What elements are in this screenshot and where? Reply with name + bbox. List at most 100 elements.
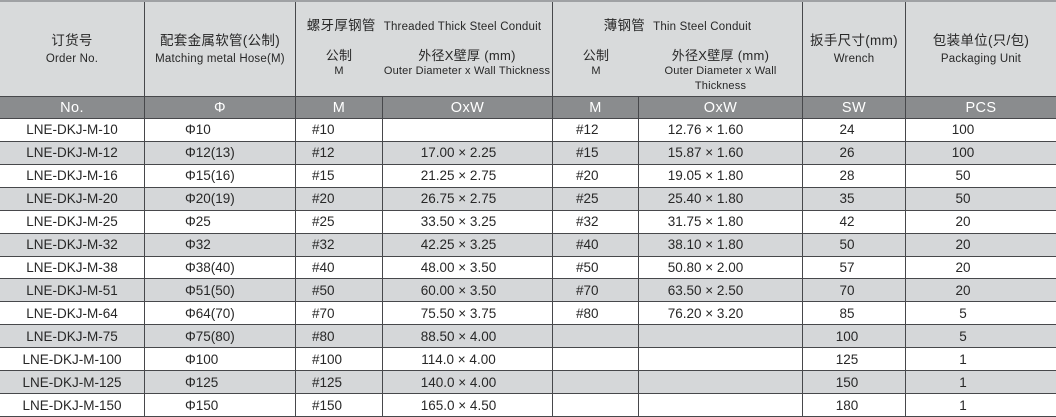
table-row: LNE-DKJ-M-38 Φ38(40) #40 48.00 × 3.50 #50 50.… <box>0 256 1056 280</box>
table-row: LNE-DKJ-M-16 Φ15(16) #15 21.25 × 2.75 #20 19.… <box>0 164 1056 188</box>
table-cell: #32 <box>552 210 638 233</box>
table-cell: Φ38(40) <box>144 256 295 279</box>
header-thin-od-en: Outer Diameter x Wall Thickness <box>664 65 777 92</box>
table-cell: 100 <box>905 141 1056 164</box>
header-thin-metric-en: M <box>591 65 601 77</box>
header-thick-od-zh: 外径X壁厚 (mm) <box>418 48 516 63</box>
table-cell: 150 <box>802 371 905 394</box>
table-cell: #12 <box>295 141 382 164</box>
table-cell: Φ150 <box>144 394 295 416</box>
table-cell: 26 <box>802 141 905 164</box>
table-row: LNE-DKJ-M-51 Φ51(50) #50 60.00 × 3.50 #70 63.… <box>0 279 1056 303</box>
table-cell: Φ10 <box>144 119 295 141</box>
header-matching-hose-en: Matching metal Hose(M) <box>155 53 285 65</box>
header-thick-od: 外径X壁厚 (mm) Outer Diameter x Wall Thickne… <box>382 47 552 79</box>
table-cell: #70 <box>295 302 382 325</box>
table-cell: #12 <box>552 119 638 141</box>
table-cell: 20 <box>905 256 1056 279</box>
subheader-cell: M <box>552 97 638 118</box>
header-thin-od-zh: 外径X壁厚 (mm) <box>671 48 770 63</box>
table-cell: 125 <box>802 348 905 371</box>
table-cell: 48.00 × 3.50 <box>382 256 552 279</box>
table-cell: #150 <box>295 394 382 416</box>
table-cell: #40 <box>552 233 638 256</box>
table-cell: LNE-DKJ-M-25 <box>26 214 118 230</box>
table-cell: 28 <box>802 164 905 187</box>
header-order-no: 订货号 Order No. <box>0 2 144 96</box>
table-row: LNE-DKJ-M-32 Φ32 #32 42.25 × 3.25 #40 38.10 ×… <box>0 233 1056 257</box>
header-wrench-en: Wrench <box>833 53 875 65</box>
table-cell: 42 <box>802 210 905 233</box>
header-packaging-en: Packaging Unit <box>940 53 1022 65</box>
table-cell: Φ20(19) <box>144 187 295 210</box>
table-cell <box>552 325 638 348</box>
table-cell: LNE-DKJ-M-150 <box>22 397 122 413</box>
table-cell: Φ51(50) <box>144 279 295 302</box>
table-cell: LNE-DKJ-M-100 <box>22 351 122 367</box>
table-cell: 38.10 × 1.80 <box>638 233 802 256</box>
table-cell: 70 <box>802 279 905 302</box>
table-cell: #15 <box>552 141 638 164</box>
table-cell: 26.75 × 2.75 <box>382 187 552 210</box>
subheader-cell: OxW <box>638 97 802 118</box>
header-order-no-en: Order No. <box>45 53 99 65</box>
table-row: LNE-DKJ-M-20 Φ20(19) #20 26.75 × 2.75 #25 25.… <box>0 187 1056 211</box>
table-cell: 88.50 × 4.00 <box>382 325 552 348</box>
header-thick-metric-en: M <box>334 65 344 77</box>
table-cell: Φ12(13) <box>144 141 295 164</box>
table-cell: #40 <box>295 256 382 279</box>
table-body: LNE-DKJ-M-10 Φ10 #10 #12 12.76 × 1.60 24 100 LN… <box>0 119 1056 417</box>
header-thick-title-en: Threaded Thick Steel Conduit <box>383 21 542 33</box>
table-cell: #80 <box>552 302 638 325</box>
table-cell: 50.80 × 2.00 <box>638 256 802 279</box>
table-cell <box>552 348 638 371</box>
table-cell: Φ15(16) <box>144 164 295 187</box>
table-cell: 35 <box>802 187 905 210</box>
table-cell: #125 <box>295 371 382 394</box>
table-cell: 19.05 × 1.80 <box>638 164 802 187</box>
header-matching-hose-zh: 配套金属软管(公制) <box>160 33 280 48</box>
table-cell: LNE-DKJ-M-20 <box>26 191 118 207</box>
table-cell: 50 <box>905 187 1056 210</box>
header-wrench-zh: 扳手尺寸(mm) <box>810 33 898 48</box>
table-row: LNE-DKJ-M-125 Φ125 #125 140.0 × 4.00 150 1 <box>0 371 1056 395</box>
table-cell: LNE-DKJ-M-16 <box>26 168 118 184</box>
header-thin-conduit-title: 薄钢管 Thin Steel Conduit <box>604 16 752 36</box>
header-thin-metric-zh: 公制 <box>582 48 610 63</box>
table-cell: 12.76 × 1.60 <box>638 119 802 141</box>
header-thick-od-en: Outer Diameter x Wall Thickness <box>383 65 551 77</box>
table-row: LNE-DKJ-M-75 Φ75(80) #80 88.50 × 4.00 100 5 <box>0 325 1056 349</box>
subheader-cell: SW <box>802 97 905 118</box>
table-cell: 140.0 × 4.00 <box>382 371 552 394</box>
table-cell: #10 <box>295 119 382 141</box>
table-cell: 100 <box>802 325 905 348</box>
table-cell: 31.75 × 1.80 <box>638 210 802 233</box>
table-row: LNE-DKJ-M-12 Φ12(13) #12 17.00 × 2.25 #15 15.… <box>0 141 1056 165</box>
table-cell: LNE-DKJ-M-75 <box>26 328 118 344</box>
table-cell: 20 <box>905 279 1056 302</box>
table-cell: LNE-DKJ-M-38 <box>26 259 118 275</box>
table-cell <box>552 394 638 416</box>
table-cell: LNE-DKJ-M-64 <box>26 305 118 321</box>
table-cell: #50 <box>295 279 382 302</box>
table-cell: #20 <box>295 187 382 210</box>
table-cell: 5 <box>905 302 1056 325</box>
table-row: LNE-DKJ-M-10 Φ10 #10 #12 12.76 × 1.60 24 100 <box>0 119 1056 142</box>
table-cell: 1 <box>905 394 1056 416</box>
header-thick-metric: 公制 M <box>296 47 382 79</box>
table-row: LNE-DKJ-M-100 Φ100 #100 114.0 × 4.00 125 1 <box>0 348 1056 372</box>
table-cell: 24 <box>802 119 905 141</box>
table-cell: #20 <box>552 164 638 187</box>
table-cell: 100 <box>905 119 1056 141</box>
table-cell: 57 <box>802 256 905 279</box>
header-thin-conduit-group: 薄钢管 Thin Steel Conduit 公制 M 外径X壁厚 (mm) O… <box>552 2 802 96</box>
header-thin-subcolumns: 公制 M 外径X壁厚 (mm) Outer Diameter x Wall Th… <box>553 47 802 94</box>
header-thin-metric: 公制 M <box>553 47 639 79</box>
table-cell: #32 <box>295 233 382 256</box>
table-cell: Φ125 <box>144 371 295 394</box>
table-cell: 33.50 × 3.25 <box>382 210 552 233</box>
table-cell: 42.25 × 3.25 <box>382 233 552 256</box>
table-cell <box>638 348 802 371</box>
table-cell <box>552 371 638 394</box>
